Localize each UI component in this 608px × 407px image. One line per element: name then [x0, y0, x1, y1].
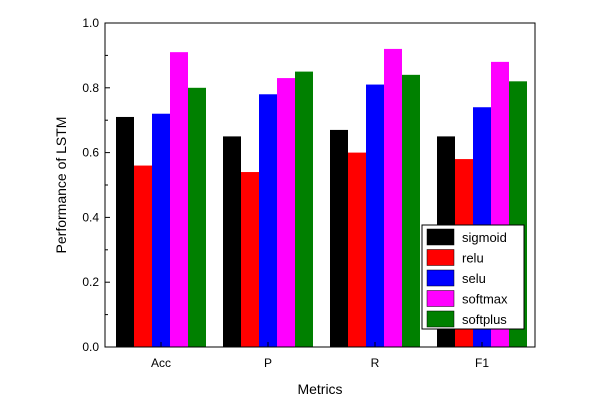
bar-relu-p [241, 172, 259, 347]
bar-softmax-acc [170, 52, 188, 347]
legend-swatch-selu [426, 269, 455, 287]
bar-softplus-acc [188, 87, 206, 348]
legend-label-softplus: softplus [462, 312, 507, 327]
x-tick-label-acc: Acc [151, 356, 171, 370]
legend-swatch-softmax [426, 290, 455, 307]
legend-swatch-relu [426, 249, 455, 266]
y-tick-label: 0.6 [82, 146, 99, 160]
y-tick-label: 0.0 [82, 340, 99, 354]
bar-relu-r [348, 152, 366, 347]
y-tick-label: 1.0 [82, 16, 99, 30]
x-tick-label-r: R [371, 356, 380, 370]
y-axis-title: Performance of LSTM [53, 117, 69, 254]
bar-softplus-r [402, 74, 420, 347]
legend-label-selu: selu [462, 271, 486, 286]
y-tick-label: 0.4 [82, 210, 99, 224]
y-axis: 0.0 0.2 0.4 0.6 0.8 1.0 [82, 16, 110, 354]
legend-label-softmax: softmax [462, 292, 508, 307]
x-tick-label-p: P [264, 356, 272, 370]
bar-softmax-p [277, 78, 295, 347]
x-tick-label-f1: F1 [475, 356, 489, 370]
y-tick-label: 0.8 [82, 81, 99, 95]
x-axis: Acc P R F1 [151, 342, 489, 370]
bar-relu-acc [134, 165, 152, 347]
legend-swatch-sigmoid [426, 228, 455, 246]
bar-selu-p [259, 94, 277, 347]
legend-label-relu: relu [462, 251, 484, 266]
legend-swatch-softplus [426, 310, 455, 328]
y-tick-label: 0.2 [82, 275, 99, 289]
legend-label-sigmoid: sigmoid [462, 230, 507, 245]
bar-selu-r [366, 84, 384, 347]
bar-softmax-r [384, 48, 402, 348]
bars-layer [116, 48, 527, 348]
bar-sigmoid-p [223, 136, 241, 347]
x-axis-title: Metrics [297, 381, 342, 397]
bar-sigmoid-acc [116, 116, 134, 348]
bar-sigmoid-r [330, 129, 348, 347]
legend: sigmoid relu selu softmax softplus [421, 224, 525, 330]
bar-selu-acc [152, 113, 170, 347]
bar-softplus-p [295, 71, 313, 347]
